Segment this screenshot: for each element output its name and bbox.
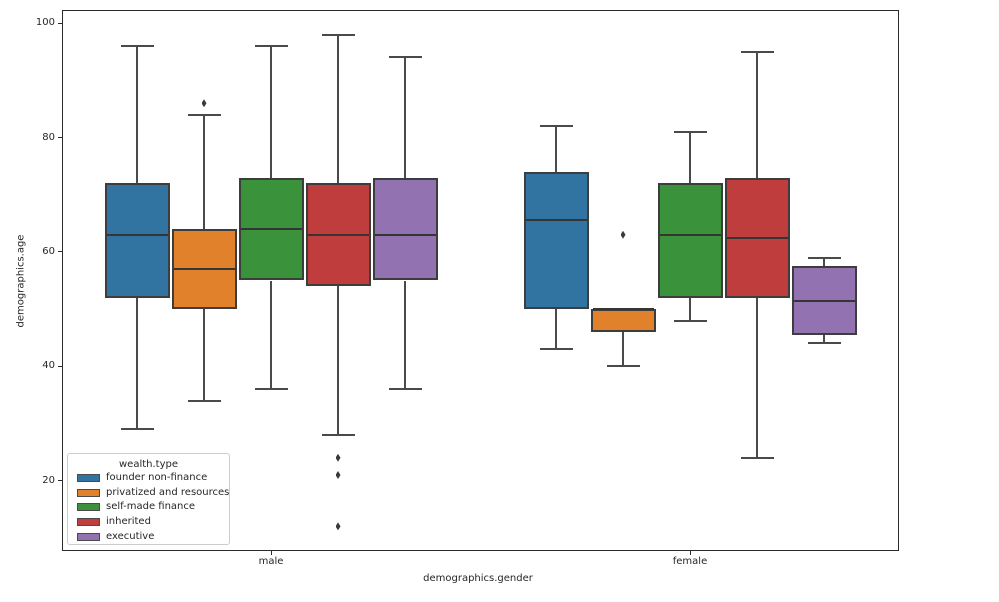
legend-swatch-self-made-finance [77,503,100,512]
lower-whisker-cap-privatized-and-resources-female [606,365,640,368]
x-tick-label-male: male [258,556,284,567]
lower-whisker-cap-self-made-finance-male [254,388,288,391]
upper-whisker-cap-founder-non-finance-male [120,45,154,48]
upper-whisker-cap-self-made-finance-male [254,45,288,48]
median-inherited-male [307,233,369,236]
x-tick-mark-female [689,551,691,555]
legend-swatch-privatized-and-resources [77,488,100,497]
legend-item-label: founder non-finance [106,472,208,484]
x-tick-label-female: female [672,556,708,567]
y-tick-label-80: 80 [42,131,55,143]
upper-whisker-cap-executive-male [388,56,422,59]
box-self-made-finance-female [657,183,723,298]
lower-whisker-privatized-and-resources-male [203,309,205,401]
y-axis-label: demographics.age [15,234,27,328]
legend-item-founder-non-finance: founder non-finance [74,471,223,486]
legend-item-label: privatized and resources [106,486,230,498]
y-tick-label-100: 100 [35,17,55,29]
y-tick-mark-60 [58,251,62,253]
lower-whisker-inherited-female [756,297,758,458]
upper-whisker-founder-non-finance-female [555,126,557,172]
legend-item-label: inherited [106,516,151,528]
outlier-privatized-and-resources-male-0 [201,99,207,108]
median-privatized-and-resources-female [592,308,654,311]
legend-items: founder non-finance privatized and resour… [74,471,229,544]
legend-item-label: self-made finance [106,501,196,513]
median-privatized-and-resources-male [173,268,235,271]
median-self-made-finance-male [240,228,302,231]
legend-swatch-inherited [77,518,100,527]
y-tick-mark-20 [58,480,62,482]
legend-item-inherited: inherited [74,515,223,530]
upper-whisker-cap-inherited-female [740,50,774,53]
median-executive-female [793,299,855,302]
outlier-inherited-male-2 [335,522,341,531]
lower-whisker-executive-male [404,280,406,390]
lower-whisker-founder-non-finance-male [136,297,138,430]
lower-whisker-founder-non-finance-female [555,309,557,350]
y-tick-mark-40 [58,365,62,367]
y-tick-mark-80 [58,137,62,139]
median-self-made-finance-female [659,233,721,236]
median-founder-non-finance-female [525,219,587,222]
legend-swatch-executive [77,532,100,541]
box-founder-non-finance-female [523,171,589,310]
x-axis-label: demographics.gender [423,573,533,584]
x-tick-mark-male [270,551,272,555]
outlier-inherited-male-0 [335,453,341,462]
legend-item-executive: executive [74,529,223,544]
upper-whisker-self-made-finance-male [270,46,272,178]
legend-item-self-made-finance: self-made finance [74,500,223,515]
box-executive-male [372,177,438,281]
lower-whisker-cap-inherited-female [740,456,774,459]
lower-whisker-cap-executive-male [388,388,422,391]
legend-item-label: executive [106,530,155,542]
median-founder-non-finance-male [106,233,168,236]
upper-whisker-cap-inherited-male [321,33,355,36]
upper-whisker-cap-privatized-and-resources-male [187,113,221,116]
lower-whisker-self-made-finance-female [689,297,691,321]
upper-whisker-cap-founder-non-finance-female [539,125,573,128]
upper-whisker-cap-executive-female [807,256,841,259]
box-founder-non-finance-male [104,183,170,298]
lower-whisker-cap-inherited-male [321,433,355,436]
lower-whisker-cap-founder-non-finance-female [539,348,573,351]
legend-item-privatized-and-resources: privatized and resources [74,486,229,501]
lower-whisker-self-made-finance-male [270,280,272,390]
y-tick-label-20: 20 [42,474,55,486]
upper-whisker-inherited-female [756,51,758,178]
lower-whisker-cap-self-made-finance-female [673,319,707,322]
upper-whisker-privatized-and-resources-male [203,114,205,230]
box-privatized-and-resources-female [590,309,656,332]
upper-whisker-founder-non-finance-male [136,46,138,184]
y-tick-mark-100 [58,22,62,24]
lower-whisker-cap-founder-non-finance-male [120,428,154,431]
outlier-inherited-male-1 [335,470,341,479]
y-tick-label-40: 40 [42,360,55,372]
upper-whisker-self-made-finance-female [689,131,691,184]
legend-swatch-founder-non-finance [77,474,100,483]
lower-whisker-privatized-and-resources-female [622,331,624,367]
upper-whisker-executive-female [823,257,825,267]
legend-title: wealth.type [118,459,178,470]
upper-whisker-inherited-male [337,34,339,184]
lower-whisker-cap-privatized-and-resources-male [187,399,221,402]
lower-whisker-executive-female [823,334,825,344]
upper-whisker-cap-self-made-finance-female [673,130,707,133]
median-executive-male [374,233,436,236]
y-tick-label-60: 60 [42,245,55,257]
lower-whisker-inherited-male [337,286,339,435]
median-inherited-female [726,236,788,239]
lower-whisker-cap-executive-female [807,342,841,345]
upper-whisker-executive-male [404,57,406,178]
legend: wealth.type founder non-finance privatize… [67,453,230,545]
outlier-privatized-and-resources-female-0 [620,230,626,239]
